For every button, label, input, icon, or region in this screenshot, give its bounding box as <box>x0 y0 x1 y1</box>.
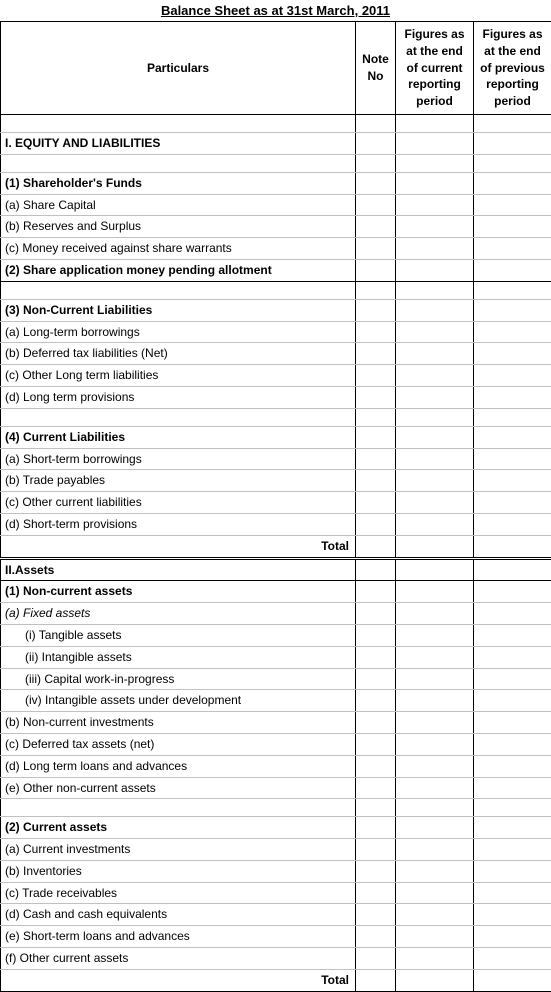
table-row: (a) Share Capital <box>1 194 356 216</box>
table-row: (c) Other current liabilities <box>1 492 356 514</box>
table-row: (e) Short-term loans and advances <box>1 926 356 948</box>
page-title: Balance Sheet as at 31st March, 2011 <box>0 0 551 21</box>
table-row: (ii) Intangible assets <box>1 646 356 668</box>
current-assets-title: (2) Current assets <box>1 817 356 839</box>
header-current: Figures as at the end of current reporti… <box>396 22 474 115</box>
assets-title: II.Assets <box>1 558 356 581</box>
table-row: (c) Trade receivables <box>1 882 356 904</box>
table-row: (i) Tangible assets <box>1 624 356 646</box>
table-row: (d) Cash and cash equivalents <box>1 904 356 926</box>
table-row: (iii) Capital work-in-progress <box>1 668 356 690</box>
table-row: (c) Money received against share warrant… <box>1 238 356 260</box>
noncurrent-liab-title: (3) Non-Current Liabilities <box>1 299 356 321</box>
total-label-1: Total <box>1 535 356 558</box>
table-row: (a) Short-term borrowings <box>1 448 356 470</box>
table-row: (c) Deferred tax assets (net) <box>1 733 356 755</box>
table-row: (a) Current investments <box>1 839 356 861</box>
table-row: (c) Other Long term liabilities <box>1 365 356 387</box>
table-row: (d) Long term provisions <box>1 386 356 408</box>
table-row: (b) Deferred tax liabilities (Net) <box>1 343 356 365</box>
balance-sheet-table: Particulars Note No Figures as at the en… <box>0 21 551 992</box>
table-row: (a) Long-term borrowings <box>1 321 356 343</box>
table-row: (b) Non-current investments <box>1 712 356 734</box>
table-row: (d) Long term loans and advances <box>1 755 356 777</box>
table-row: (iv) Intangible assets under development <box>1 690 356 712</box>
table-row: (b) Reserves and Surplus <box>1 216 356 238</box>
noncurrent-assets-title: (1) Non-current assets <box>1 581 356 603</box>
header-note: Note No <box>356 22 396 115</box>
table-row: (f) Other current assets <box>1 948 356 970</box>
header-particulars: Particulars <box>1 22 356 115</box>
table-row: (b) Inventories <box>1 860 356 882</box>
table-row: (d) Short-term provisions <box>1 513 356 535</box>
table-row: (b) Trade payables <box>1 470 356 492</box>
header-previous: Figures as at the end of previous report… <box>474 22 551 115</box>
equity-title: I. EQUITY AND LIABILITIES <box>1 132 356 154</box>
fixed-assets-label: (a) Fixed assets <box>1 603 356 625</box>
table-row: (e) Other non-current assets <box>1 777 356 799</box>
share-app-title: (2) Share application money pending allo… <box>1 259 356 281</box>
current-liab-title: (4) Current Liabilities <box>1 426 356 448</box>
total-label-2: Total <box>1 969 356 991</box>
shareholders-title: (1) Shareholder's Funds <box>1 172 356 194</box>
